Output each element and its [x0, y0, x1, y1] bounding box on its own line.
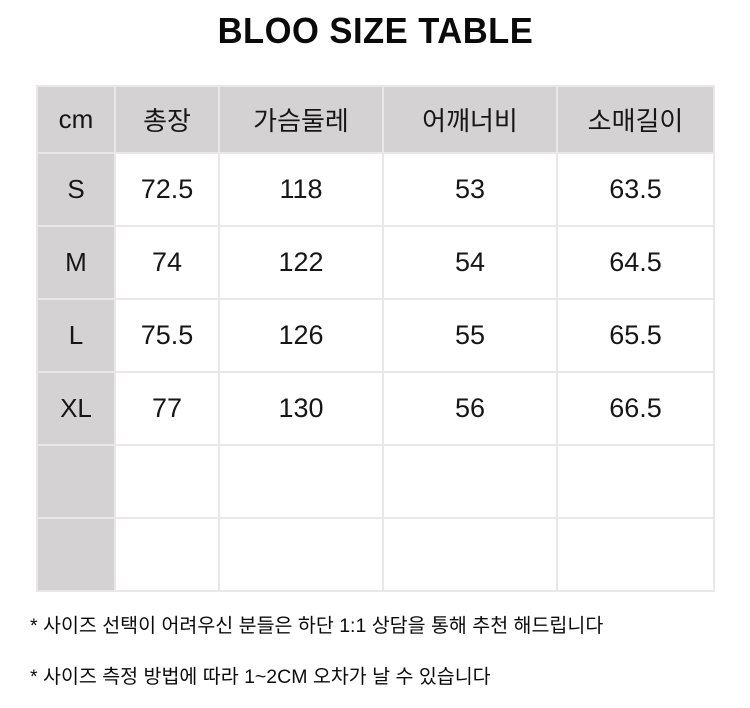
size-label-cell: M	[36, 225, 116, 300]
value-cell: 130	[218, 371, 384, 446]
value-cell: 54	[382, 225, 558, 300]
table-row-l: L 75.5 126 55 65.5	[36, 298, 715, 373]
table-row-s: S 72.5 118 53 63.5	[36, 152, 715, 227]
value-cell	[556, 517, 715, 592]
value-cell	[114, 517, 220, 592]
value-cell: 63.5	[556, 152, 715, 227]
value-cell: 53	[382, 152, 558, 227]
value-cell: 55	[382, 298, 558, 373]
value-cell	[114, 444, 220, 519]
value-cell: 56	[382, 371, 558, 446]
note-size-tolerance: * 사이즈 측정 방법에 따라 1~2CM 오차가 날 수 있습니다	[30, 666, 491, 688]
size-label-cell: S	[36, 152, 116, 227]
note-size-consult: * 사이즈 선택이 어려우신 분들은 하단 1:1 상담을 통해 추천 해드립니…	[30, 615, 604, 637]
value-cell	[556, 444, 715, 519]
column-header-shoulder: 어깨너비	[382, 85, 558, 154]
value-cell: 122	[218, 225, 384, 300]
size-notes: * 사이즈 선택이 어려우신 분들은 하단 1:1 상담을 통해 추천 해드립니…	[30, 614, 750, 689]
size-table: cm 총장 가슴둘레 어깨너비 소매길이 S 72.5 118 53 63.5 …	[36, 85, 715, 592]
value-cell: 66.5	[556, 371, 715, 446]
value-cell: 75.5	[114, 298, 220, 373]
value-cell	[382, 517, 558, 592]
value-cell	[218, 517, 384, 592]
value-cell: 74	[114, 225, 220, 300]
table-row-xl: XL 77 130 56 66.5	[36, 371, 715, 446]
value-cell: 72.5	[114, 152, 220, 227]
column-header-sleeve: 소매길이	[556, 85, 715, 154]
value-cell	[218, 444, 384, 519]
value-cell	[382, 444, 558, 519]
table-row-empty	[36, 444, 715, 519]
header-row: cm 총장 가슴둘레 어깨너비 소매길이	[36, 85, 715, 154]
column-header-chest: 가슴둘레	[218, 85, 384, 154]
size-label-cell: XL	[36, 371, 116, 446]
page-title-text: BLOO SIZE TABLE	[217, 10, 533, 51]
size-label-cell: L	[36, 298, 116, 373]
value-cell: 126	[218, 298, 384, 373]
table-row-empty	[36, 517, 715, 592]
page-title: BLOO SIZE TABLE	[0, 8, 750, 54]
value-cell: 118	[218, 152, 384, 227]
value-cell: 65.5	[556, 298, 715, 373]
size-label-cell	[36, 444, 116, 519]
value-cell: 64.5	[556, 225, 715, 300]
value-cell: 77	[114, 371, 220, 446]
size-label-cell	[36, 517, 116, 592]
table-row-m: M 74 122 54 64.5	[36, 225, 715, 300]
unit-header-cell: cm	[36, 85, 116, 154]
column-header-total-length: 총장	[114, 85, 220, 154]
